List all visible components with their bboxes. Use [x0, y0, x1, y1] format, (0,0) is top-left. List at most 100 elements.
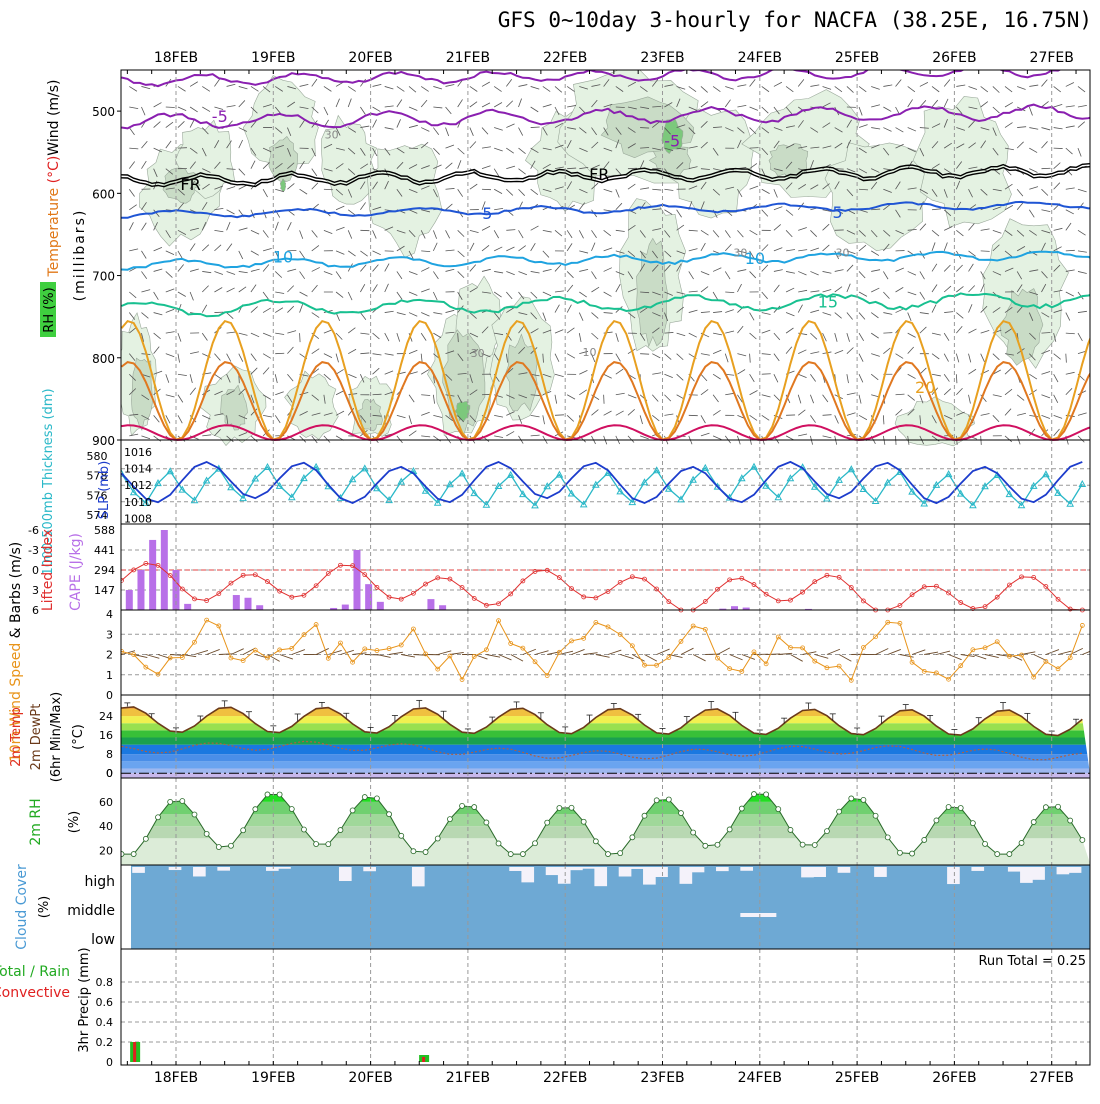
wind-barb	[190, 374, 192, 383]
wind-barb	[737, 105, 746, 107]
rh-band	[121, 814, 1090, 826]
wind-barb	[1054, 395, 1058, 403]
wind-barb	[847, 265, 853, 272]
wind-barb	[591, 243, 595, 251]
wind-barb	[725, 271, 730, 279]
rh-point	[885, 835, 890, 840]
wind-barb	[859, 271, 865, 278]
wind-barb	[129, 189, 134, 196]
wind-barb	[689, 310, 698, 312]
wind-barb	[689, 230, 698, 231]
wind-barb	[1078, 311, 1087, 312]
wind-barb	[786, 313, 794, 316]
temp-tick-label: 24	[99, 710, 113, 723]
wind-barb	[373, 354, 382, 355]
wind-ylabel-part: & Barbs	[8, 578, 24, 638]
wind-barb	[981, 354, 985, 362]
wind-barb	[312, 349, 319, 354]
pressure-tick-label: 800	[92, 352, 115, 366]
wind-barb	[336, 369, 344, 374]
high-cloud-gap	[838, 867, 851, 873]
wind-barb	[251, 285, 256, 292]
wind-barb	[1029, 107, 1032, 115]
rh-point	[751, 792, 756, 797]
wind-barb	[458, 271, 464, 277]
wind-barb	[750, 415, 757, 420]
wind-barb	[798, 271, 806, 275]
wind-barb	[239, 251, 243, 259]
rh-point	[691, 830, 696, 835]
precip-convective-label: Convective	[0, 985, 70, 1001]
wind-barb	[725, 354, 728, 363]
wind-barb	[543, 292, 551, 296]
rh-point	[472, 805, 477, 810]
wind-barb	[859, 245, 866, 251]
wind-barb-10m	[815, 655, 828, 659]
wind-barb	[871, 288, 879, 292]
rh-point	[338, 828, 343, 833]
wind-barb	[969, 286, 975, 292]
wind-barb	[944, 286, 951, 292]
rh-band	[121, 802, 1090, 814]
wind-barb	[823, 436, 832, 438]
wind-barb	[774, 82, 782, 86]
upper-air-ylabel-part: (m/s)	[46, 79, 62, 120]
wind-barb	[324, 354, 332, 358]
wind-barb	[227, 313, 234, 319]
wind-barb	[883, 271, 888, 279]
wind-barb	[300, 230, 303, 238]
wind-barb	[154, 269, 163, 271]
wind-barb	[810, 230, 816, 236]
rh-point	[387, 812, 392, 817]
wind-barb	[178, 107, 186, 111]
wind-barb	[531, 435, 540, 436]
wind-barb	[129, 249, 138, 251]
wind-barb	[737, 369, 745, 374]
wind-barb	[823, 245, 830, 251]
wind-barb	[847, 313, 853, 320]
wind-barb-10m	[280, 655, 293, 660]
temp-band	[121, 768, 1090, 773]
high-cloud-gap	[363, 867, 376, 871]
wind-barb	[1090, 392, 1099, 395]
wind-barb	[312, 169, 317, 176]
wind-barb	[506, 271, 514, 274]
wind-barb	[312, 285, 318, 292]
rh-point	[995, 852, 1000, 857]
cape-tick-label: 441	[94, 544, 115, 557]
wind-barb	[786, 347, 792, 354]
wind-barb	[555, 374, 564, 376]
date-label-top: 25FEB	[835, 50, 879, 66]
wind-barb	[604, 313, 613, 314]
wind-barb	[1066, 354, 1067, 363]
wind-barb	[506, 124, 514, 128]
temp-ylabel: 2m Temp	[9, 707, 24, 767]
precip-convective-bar	[133, 1042, 136, 1062]
wind-barb	[883, 292, 889, 299]
cape-bar	[233, 595, 240, 610]
high-cloud-gap	[558, 867, 571, 884]
wind-barb	[166, 332, 175, 333]
wind-barb	[883, 415, 884, 424]
wind-barb	[677, 374, 684, 380]
wind-barb	[518, 246, 525, 251]
wind-barb	[275, 415, 280, 423]
wind-barb	[1017, 86, 1025, 89]
wind-barb	[531, 243, 536, 251]
temp-band	[121, 773, 1090, 778]
wind-barb	[628, 409, 635, 415]
wind-barb	[1078, 148, 1081, 156]
wind-barb	[1017, 142, 1023, 148]
wind-barb-10m	[644, 655, 656, 662]
wind-tick-label: 2	[106, 649, 113, 662]
wind-barb	[239, 169, 245, 176]
slp-tick-label: 1012	[124, 479, 152, 492]
wind-barb	[336, 411, 344, 415]
wind-barb	[701, 86, 708, 92]
wind-barb	[202, 435, 211, 436]
wind-barb	[1090, 408, 1096, 415]
wind-barb	[409, 292, 417, 296]
rh-point	[533, 841, 538, 846]
temp-band	[121, 702, 1090, 709]
wind-barb-10m	[158, 655, 171, 659]
